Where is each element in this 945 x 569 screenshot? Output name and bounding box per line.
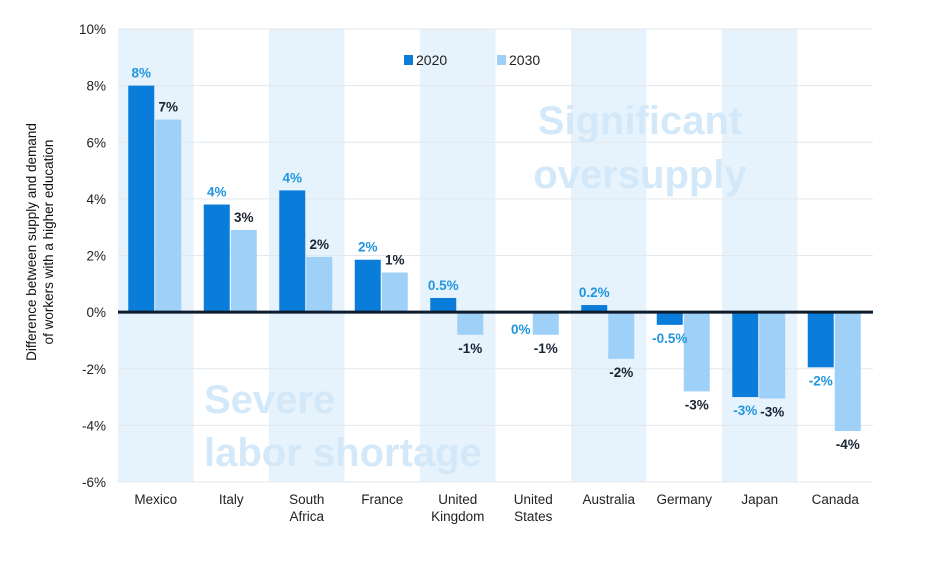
x-category-label: United xyxy=(438,492,477,507)
bar-2030 xyxy=(457,312,484,335)
data-label-2020: 8% xyxy=(131,66,151,81)
bar-2020 xyxy=(128,85,155,313)
y-axis-title: Difference between supply and demand of … xyxy=(24,123,56,361)
legend: 2020 2030 xyxy=(404,52,540,68)
x-category-label: United xyxy=(514,492,553,507)
annotation-shortage-line1: Severe xyxy=(204,378,335,422)
legend-label-2030: 2030 xyxy=(509,52,540,68)
data-label-2020: 0% xyxy=(511,322,531,337)
y-tick-label: 8% xyxy=(86,79,106,94)
bar-2020 xyxy=(279,190,306,313)
data-label-2020: 4% xyxy=(207,185,227,200)
bar-2020 xyxy=(581,305,608,313)
data-label-2020: -3% xyxy=(733,403,757,418)
data-labels: 8% 4% 4% 2% 0.5% 0% 0.2% -0.5% -3% -2% 7% 3% 2% 1% -1%… xyxy=(131,66,859,452)
bar-2020 xyxy=(354,259,381,313)
data-label-2030: -3% xyxy=(685,397,709,412)
x-category-label: Germany xyxy=(656,492,712,507)
data-label-2020: 0.2% xyxy=(579,285,610,300)
y-tick-label: 4% xyxy=(86,192,106,207)
legend-swatch-2030 xyxy=(497,55,506,65)
annotation-shortage-line2: labor shortage xyxy=(204,431,482,475)
bars xyxy=(128,85,861,432)
bar-2020 xyxy=(656,312,683,325)
data-label-2020: -2% xyxy=(809,373,833,388)
annotations: Significant oversupply Severe labor shor… xyxy=(204,99,747,475)
x-category-label: Mexico xyxy=(134,492,177,507)
y-axis-title-line1: Difference between supply and demand xyxy=(24,123,39,361)
data-label-2030: 3% xyxy=(234,210,254,225)
data-label-2020: 4% xyxy=(282,170,302,185)
y-tick-label: -6% xyxy=(82,475,106,490)
x-category-label: Africa xyxy=(289,509,324,524)
y-axis: 10% 8% 6% 4% 2% 0% -2% -4% -6% xyxy=(79,22,106,490)
y-tick-label: 6% xyxy=(86,135,106,150)
bar-2030 xyxy=(683,312,710,392)
bar-2030 xyxy=(759,312,786,399)
y-axis-title-line2: of workers with a higher education xyxy=(41,140,56,345)
x-category-label: Australia xyxy=(582,492,635,507)
gridlines xyxy=(118,28,873,483)
y-tick-label: -4% xyxy=(82,418,106,433)
bar-2020 xyxy=(430,297,457,313)
data-label-2020: -0.5% xyxy=(652,331,687,346)
bar-2030 xyxy=(532,312,559,335)
x-category-label: Japan xyxy=(741,492,778,507)
bar-2030 xyxy=(381,272,408,313)
data-label-2020: 2% xyxy=(358,240,378,255)
legend-label-2020: 2020 xyxy=(416,52,447,68)
data-label-2030: -4% xyxy=(836,437,860,452)
legend-swatch-2020 xyxy=(404,55,413,65)
annotation-oversupply-line2: oversupply xyxy=(533,153,747,197)
bar-2030 xyxy=(608,312,635,359)
bar-2030 xyxy=(834,312,861,432)
y-tick-label: 10% xyxy=(79,22,106,37)
x-category-label: South xyxy=(289,492,324,507)
x-category-label: France xyxy=(361,492,403,507)
bar-2030 xyxy=(306,256,333,313)
data-label-2030: -3% xyxy=(760,404,784,419)
y-tick-label: 2% xyxy=(86,249,106,264)
data-label-2030: -2% xyxy=(609,365,633,380)
bar-2020 xyxy=(203,204,230,313)
x-axis: Mexico Italy South Africa France United Kingdo… xyxy=(134,492,859,524)
x-category-label: States xyxy=(514,509,553,524)
x-category-label: Kingdom xyxy=(431,509,484,524)
data-label-2030: 7% xyxy=(158,100,178,115)
bar-2020 xyxy=(732,312,759,398)
x-category-label: Canada xyxy=(812,492,860,507)
x-category-label: Italy xyxy=(219,492,244,507)
y-tick-label: -2% xyxy=(82,362,106,377)
data-label-2020: 0.5% xyxy=(428,278,459,293)
bar-2030 xyxy=(230,230,257,313)
bar-2020 xyxy=(807,312,834,368)
data-label-2030: 2% xyxy=(309,237,329,252)
annotation-oversupply-line1: Significant xyxy=(538,99,742,143)
data-label-2030: -1% xyxy=(534,341,558,356)
y-tick-label: 0% xyxy=(86,305,106,320)
data-label-2030: -1% xyxy=(458,341,482,356)
bar-2030 xyxy=(155,119,182,313)
data-label-2030: 1% xyxy=(385,252,405,267)
